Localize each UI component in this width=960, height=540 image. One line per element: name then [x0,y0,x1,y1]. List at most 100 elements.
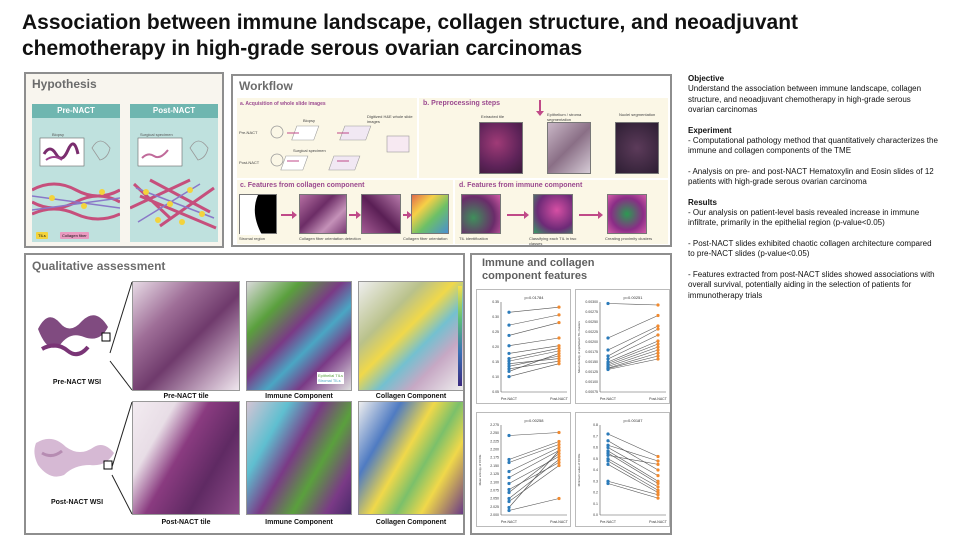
paired-line [509,307,559,312]
result-item-2: - Post-NACT slides exhibited chaotic col… [688,239,938,260]
y-tick-label: 2.250 [490,431,499,435]
experiment-item-1: - Computational pathology method that qu… [688,136,938,157]
pre-nact-point [507,324,510,327]
y-tick-label: 2.075 [490,488,499,492]
post-nact-point [656,327,659,330]
c-arrow-2 [349,214,357,216]
x-tick-label: Post-NACT [550,397,569,401]
workflow-c-title: c. Features from collagen component [240,182,364,189]
plot-3: 2.275 2.250 2.225 2.200 2.175 2.150 2.125 2.100… [476,412,571,527]
pre-nact-point [507,311,510,314]
b-arrow-down [539,100,541,112]
post-nact-point [557,458,560,461]
y-tick-label: 0.00250 [585,320,598,324]
y-tick-label: 0.6 [593,446,598,450]
x-tick-label: Pre-NACT [501,520,518,524]
paired-line [509,338,559,346]
post-nact-point [656,345,659,348]
x-tick-label: Post-NACT [550,520,569,524]
post-nact-point [557,306,560,309]
zoom-lines [26,255,465,535]
p-value-annotation: p=0.00258 [524,418,544,423]
y-tick-label: 2.150 [490,464,499,468]
c-zoom-image [361,194,401,234]
post-nact-point [557,431,560,434]
post-nact-point [557,464,560,467]
y-tick-label: 0.1 [593,502,598,506]
p-value-annotation: p=0.00187 [623,418,643,423]
paired-line [509,315,559,325]
d-cluster-label: Creating proximity clusters [605,236,652,241]
pre-nact-point [606,357,609,360]
workflow-b: b. Preprocessing steps Extracted tile Ep… [419,98,668,178]
y-tick-label: 0.00150 [585,360,598,364]
y-tick-label: 0.0 [593,513,598,517]
y-tick-label: 2.225 [490,439,499,443]
workflow-b-title: b. Preprocessing steps [423,100,500,107]
y-tick-label: 0.25 [492,330,499,334]
b-tile-label: Extracted tile [481,114,504,119]
features-panel: Immune and collagen component features 0… [470,253,672,535]
post-nact-header: Post-NACT [130,104,218,118]
pre-nact-point [507,506,510,509]
pre-nact-point [507,509,510,512]
objective-text: Understand the association between immun… [688,84,938,115]
c-stroma-label: Stromal region [239,236,265,241]
pre-nact-point [507,375,510,378]
y-tick-label: 2.200 [490,448,499,452]
y-tick-label: 0.8 [593,423,598,427]
y-tick-label: 0.00075 [585,390,598,394]
post-nact-point [656,314,659,317]
legend-collagen: Collagen fiber [60,232,89,239]
post-nact-point [557,455,560,458]
c-detect-label: Collagen fiber orientation detection [299,236,361,241]
workflow-panel: Workflow a. Acquisition of whole slide i… [231,74,672,247]
c-stroma-shape [240,195,278,235]
post-nact-point [656,357,659,360]
pre-nact-point [606,439,609,442]
post-nact-point [557,497,560,500]
features-title-line2: component features [482,270,594,283]
y-tick-label: 2.125 [490,472,499,476]
post-nact-point [656,339,659,342]
paired-line [509,442,559,460]
y-tick-label: 2.025 [490,505,499,509]
post-nact-point [557,440,560,443]
x-tick-label: Post-NACT [649,397,668,401]
post-nact-point [656,493,659,496]
post-nact-point [557,446,560,449]
y-tick-label: 0.00125 [585,370,598,374]
y-axis-label: Minimum value of CFOE [577,454,581,487]
y-tick-label: 2.000 [490,513,499,517]
objective-heading: Objective [688,74,938,84]
plot-4: 0.8 0.7 0.6 0.5 0.4 0.3 0.2 0.1 0.0 p=0.00187 Pre-… [575,412,670,527]
plot-4-svg: 0.80.70.60.50.40.30.20.10.0p=0.00187Pre-… [576,413,671,528]
y-tick-label: 0.00200 [585,340,598,344]
post-nact-point [557,362,560,365]
pre-nact-point [507,370,510,373]
post-nact-point [656,468,659,471]
d-cluster-image [607,194,647,234]
y-tick-label: 2.275 [490,423,499,427]
workflow-d-title: d. Features from immune component [459,182,582,189]
c-arrow-3 [403,214,408,216]
pre-nact-point [606,368,609,371]
y-tick-label: 0.00100 [585,380,598,384]
plot-2-svg: 0.003000.002750.002500.002250.002000.001… [576,290,671,405]
y-tick-label: 0.00175 [585,350,598,354]
pre-nact-point [507,482,510,485]
pre-nact-illustration: Biopsy TILs Collagen fiber [32,118,120,242]
d-til-label: TIL identification [459,236,488,241]
p-value-annotation: p=0.01784 [524,295,544,300]
paired-line [509,364,559,377]
y-tick-label: 0.2 [593,491,598,495]
post-nact-point [656,463,659,466]
pre-nact-point [507,476,510,479]
y-tick-label: 0.7 [593,434,598,438]
pre-nact-point [606,463,609,466]
d-arrow-1 [507,214,525,216]
c-orient-image [411,194,449,234]
pre-nact-point [606,354,609,357]
post-nact-point [557,449,560,452]
result-item-3: - Features extracted from post-NACT slid… [688,270,938,301]
